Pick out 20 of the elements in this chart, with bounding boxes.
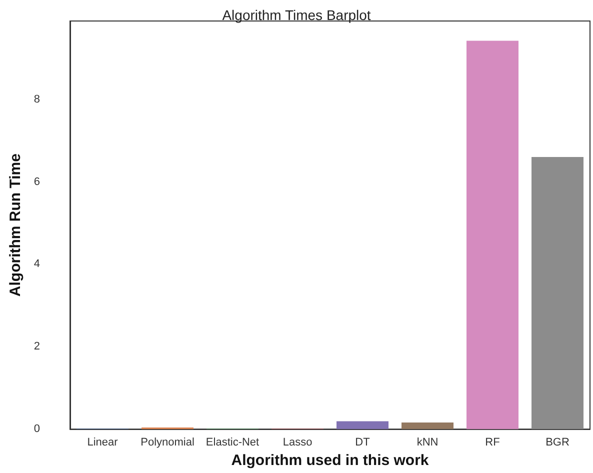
bar [532, 157, 584, 430]
x-tick-label: kNN [416, 436, 438, 449]
bar [336, 421, 389, 430]
y-tick-label: 6 [34, 176, 40, 188]
y-tick-label: 8 [34, 93, 40, 106]
chart-title: Algorithm Times Barplot [222, 7, 371, 23]
x-tick-label: Linear [87, 436, 118, 449]
x-tick-label: DT [355, 436, 370, 449]
y-tick-label: 2 [34, 340, 40, 353]
y-tick-label: 0 [34, 423, 40, 436]
bar [466, 40, 518, 430]
x-axis-title: Algorithm used in this work [231, 452, 430, 469]
x-tick-label: Elastic-Net [206, 436, 260, 449]
x-tick-label: Polynomial [140, 436, 194, 449]
x-tick-label: Lasso [282, 436, 312, 449]
y-tick-label: 4 [34, 258, 40, 270]
y-axis-title: Algorithm Run Time [7, 154, 24, 297]
bar [402, 422, 454, 430]
x-tick-label: RF [485, 436, 500, 449]
x-tick-label: BGR [546, 436, 570, 449]
